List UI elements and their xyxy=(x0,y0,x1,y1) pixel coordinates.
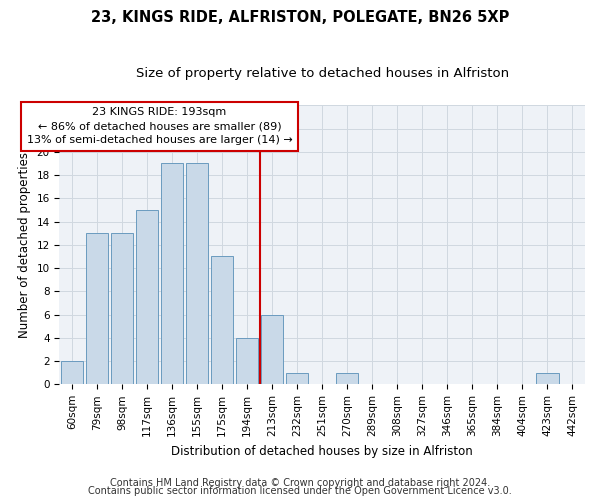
Bar xyxy=(86,233,108,384)
Bar xyxy=(536,372,559,384)
Bar xyxy=(336,372,358,384)
Text: 23, KINGS RIDE, ALFRISTON, POLEGATE, BN26 5XP: 23, KINGS RIDE, ALFRISTON, POLEGATE, BN2… xyxy=(91,10,509,25)
Bar xyxy=(236,338,259,384)
Bar xyxy=(161,164,183,384)
Bar xyxy=(211,256,233,384)
Bar xyxy=(186,164,208,384)
Bar xyxy=(136,210,158,384)
Text: Contains public sector information licensed under the Open Government Licence v3: Contains public sector information licen… xyxy=(88,486,512,496)
Bar xyxy=(261,314,283,384)
X-axis label: Distribution of detached houses by size in Alfriston: Distribution of detached houses by size … xyxy=(171,444,473,458)
Bar xyxy=(110,233,133,384)
Text: 23 KINGS RIDE: 193sqm
← 86% of detached houses are smaller (89)
13% of semi-deta: 23 KINGS RIDE: 193sqm ← 86% of detached … xyxy=(26,107,292,145)
Text: Contains HM Land Registry data © Crown copyright and database right 2024.: Contains HM Land Registry data © Crown c… xyxy=(110,478,490,488)
Title: Size of property relative to detached houses in Alfriston: Size of property relative to detached ho… xyxy=(136,68,509,80)
Bar xyxy=(61,361,83,384)
Y-axis label: Number of detached properties: Number of detached properties xyxy=(18,152,31,338)
Bar xyxy=(286,372,308,384)
